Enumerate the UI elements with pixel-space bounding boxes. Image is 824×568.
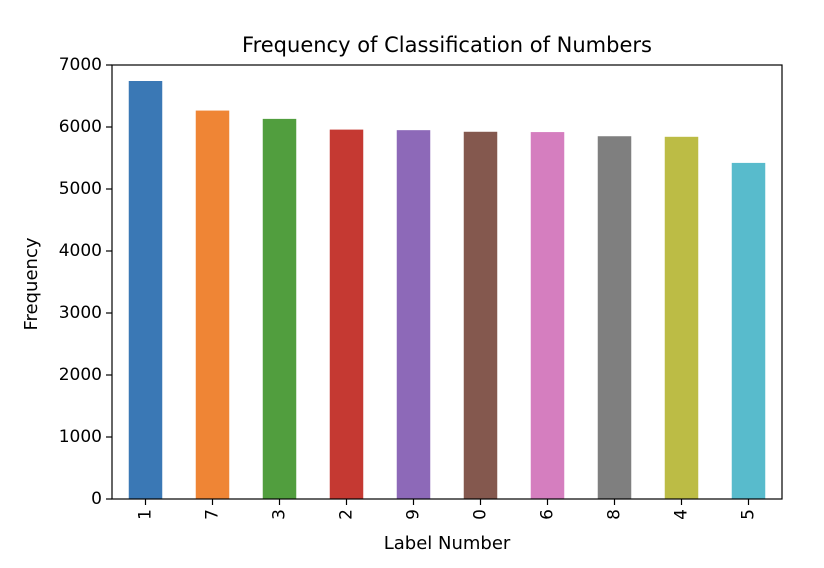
bar-3: [262, 118, 297, 500]
x-ticks-group: 1 7 3 2 9 0 6 8 4 5: [136, 499, 759, 520]
x-tick-label: 5: [739, 509, 759, 520]
x-axis-label: Label Number: [384, 533, 511, 554]
y-tick-label: 2000: [59, 365, 102, 385]
bar-4: [664, 136, 699, 499]
y-tick-label: 4000: [59, 241, 102, 261]
x-tick-label: 9: [404, 509, 424, 520]
y-tick-label: 3000: [59, 303, 102, 323]
chart-title: Frequency of Classification of Numbers: [242, 33, 652, 57]
y-axis-label: Frequency: [21, 237, 42, 330]
x-tick-label: 6: [538, 509, 558, 520]
x-tick-label: 4: [672, 509, 692, 520]
y-tick-label: 0: [91, 489, 102, 509]
x-tick-label: 3: [270, 509, 290, 520]
bar-1: [128, 80, 163, 499]
bars-group: [128, 80, 766, 500]
y-tick-label: 6000: [59, 117, 102, 137]
bar-6: [530, 132, 565, 500]
bar-9: [396, 130, 431, 500]
x-tick-label: 7: [203, 509, 223, 520]
x-tick-label: 0: [471, 509, 491, 520]
y-tick-label: 7000: [59, 55, 102, 75]
x-tick-label: 1: [136, 509, 156, 520]
y-tick-label: 1000: [59, 427, 102, 447]
bar-0: [463, 131, 498, 500]
bar-8: [597, 136, 632, 499]
bar-5: [731, 162, 766, 499]
x-tick-label: 8: [605, 509, 625, 520]
x-tick-label: 2: [337, 509, 357, 520]
y-ticks-group: 0 1000 2000 3000 4000 5000 6000 7000: [59, 55, 112, 509]
bar-2: [329, 129, 364, 499]
bar-7: [195, 110, 230, 499]
y-tick-label: 5000: [59, 179, 102, 199]
plot-frame: [111, 64, 783, 500]
